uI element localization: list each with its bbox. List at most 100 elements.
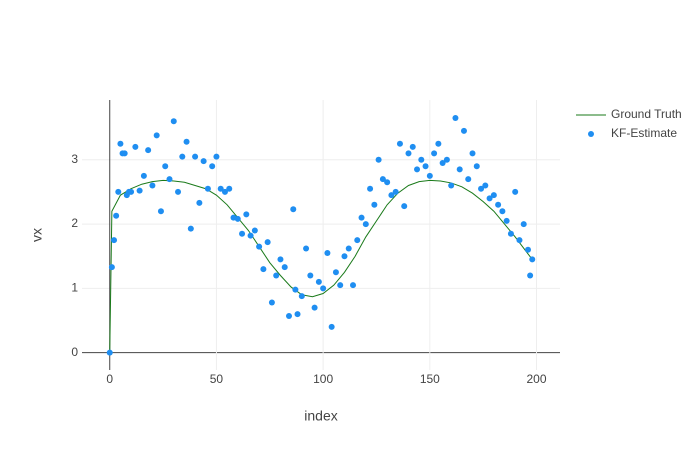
point — [128, 188, 135, 195]
point — [320, 285, 327, 292]
point — [341, 253, 348, 260]
point — [200, 158, 207, 165]
point — [516, 237, 523, 244]
point — [226, 185, 233, 192]
point — [145, 147, 152, 154]
point — [409, 143, 416, 150]
point — [384, 179, 391, 186]
point — [422, 163, 429, 170]
point — [332, 269, 339, 276]
point — [117, 140, 124, 147]
point — [486, 195, 493, 202]
point — [315, 278, 322, 285]
point — [221, 188, 228, 195]
point — [217, 185, 224, 192]
point — [469, 150, 476, 157]
point — [367, 185, 374, 192]
point — [337, 282, 344, 289]
point — [204, 185, 211, 192]
point — [388, 192, 395, 199]
point — [132, 143, 139, 150]
point — [499, 208, 506, 215]
point — [281, 264, 288, 271]
point — [108, 264, 115, 271]
point — [452, 115, 459, 121]
point — [247, 232, 254, 239]
point — [294, 311, 301, 318]
point — [456, 166, 463, 173]
point — [507, 230, 514, 237]
point — [162, 163, 169, 170]
point — [187, 225, 194, 232]
point — [520, 221, 527, 228]
point — [345, 245, 352, 252]
point — [213, 153, 220, 160]
point — [292, 286, 299, 293]
legend-label: Ground Truth — [611, 107, 682, 121]
point — [136, 187, 143, 194]
point — [209, 163, 216, 170]
point — [239, 230, 246, 237]
point — [354, 237, 361, 244]
point — [157, 208, 164, 215]
point — [379, 176, 386, 183]
point — [140, 172, 147, 179]
point — [443, 156, 450, 163]
point — [106, 349, 113, 356]
line — [109, 179, 533, 353]
point — [234, 215, 241, 222]
point — [396, 140, 403, 147]
x-tick-label: 200 — [527, 372, 547, 386]
point — [113, 212, 120, 219]
point — [512, 188, 519, 195]
point — [264, 239, 271, 246]
legend-swatch — [588, 131, 594, 137]
point — [362, 221, 369, 228]
legend-label: KF-Estimate — [611, 126, 677, 140]
point — [392, 188, 399, 195]
point — [375, 156, 382, 163]
point — [439, 160, 446, 166]
point — [277, 256, 284, 263]
point — [465, 176, 472, 183]
y-tick-label: 0 — [71, 345, 78, 359]
point — [121, 150, 128, 157]
y-axis-title: vx — [29, 228, 45, 242]
point — [324, 250, 331, 256]
x-tick-label: 50 — [210, 372, 224, 386]
y-tick-label: 3 — [71, 152, 78, 166]
point — [290, 206, 297, 213]
point — [298, 293, 305, 300]
point — [111, 237, 118, 244]
point — [524, 246, 531, 253]
point — [358, 214, 365, 221]
point — [490, 192, 497, 199]
x-tick-label: 150 — [420, 372, 440, 386]
y-tick-label: 2 — [71, 216, 78, 230]
point — [285, 313, 292, 319]
point — [401, 203, 408, 210]
point — [179, 153, 186, 160]
point — [371, 201, 378, 208]
point — [273, 272, 280, 279]
point — [448, 182, 455, 189]
point — [243, 211, 250, 218]
point — [426, 172, 433, 179]
point — [153, 132, 160, 139]
point — [268, 299, 275, 306]
point — [527, 272, 534, 279]
point — [495, 201, 502, 208]
point — [435, 140, 442, 147]
point — [183, 138, 190, 145]
point — [482, 182, 489, 189]
point — [303, 245, 310, 252]
point — [478, 185, 485, 192]
point — [256, 243, 263, 250]
point — [166, 176, 173, 183]
point — [431, 150, 438, 157]
point — [503, 217, 510, 224]
point — [529, 256, 536, 263]
point — [170, 118, 177, 125]
point — [192, 153, 199, 160]
